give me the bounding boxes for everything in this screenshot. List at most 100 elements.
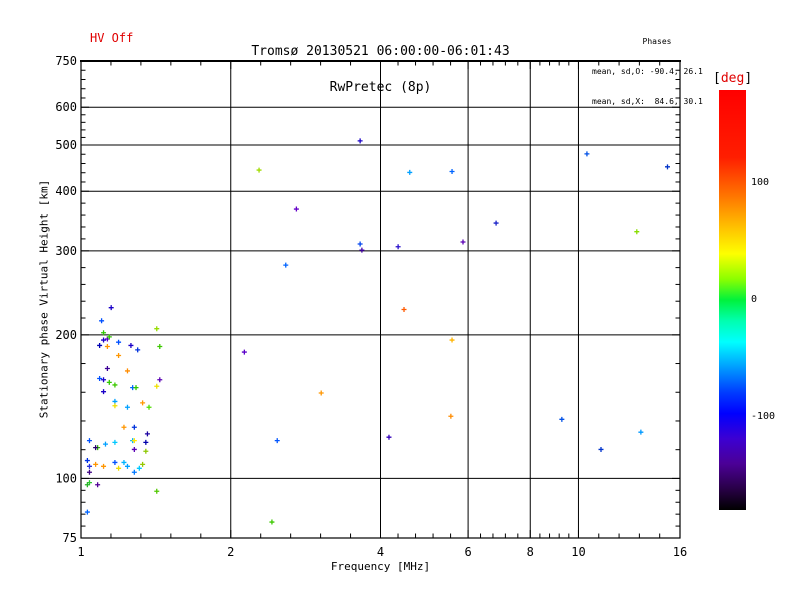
data-point [84,482,90,488]
data-point [407,169,413,175]
data-point [143,448,149,454]
data-point [131,469,137,475]
data-point [121,424,127,430]
data-point [124,463,130,469]
colorbar-tick-label: -100 [751,410,776,422]
data-point [84,458,90,464]
data-point [101,337,107,343]
data-point [106,334,112,340]
data-point [95,482,101,488]
data-point [395,244,401,250]
x-tick-label: 1 [77,545,84,559]
y-tick-label: 400 [55,184,77,198]
data-point [136,465,142,471]
data-point [97,342,103,348]
bracket-left: [ [713,71,721,86]
data-point [112,459,118,465]
tick-labels-layer: 1 2 4 6 8 10 16 75 100 200 300 400 500 600 750 [55,54,687,559]
data-point [664,164,670,170]
data-point [106,379,112,385]
x-tick-label: 4 [377,545,384,559]
data-point [101,330,107,336]
phases-o-stats: mean, sd,O: -90.4, 26.1 [592,67,703,76]
data-point [460,239,466,245]
plot-title-line1: Tromsø 20130521 06:00:00-06:01:43 [251,44,510,59]
data-point [131,446,137,452]
data-point [112,398,118,404]
data-point [357,241,363,247]
data-point [104,365,110,371]
y-tick-label: 75 [63,531,77,545]
colorbar [719,90,746,510]
x-axis-title: Frequency [MHz] [330,560,431,573]
data-point [144,431,150,437]
data-point [101,389,107,395]
data-point [154,488,160,494]
data-point [97,375,103,381]
y-tick-label: 500 [55,138,77,152]
data-point [448,413,454,419]
data-point [584,151,590,157]
data-point [93,461,99,467]
data-point [157,344,163,350]
data-point [135,347,141,353]
hv-status-label: HV Off [90,31,134,45]
data-point [128,342,134,348]
data-point [86,469,92,475]
data-point [140,461,146,467]
data-point [84,509,90,515]
phases-x-stats: mean, sd,X: 84.6, 30.1 [592,97,703,106]
data-point [283,262,289,268]
data-point [293,206,299,212]
data-point [104,344,110,350]
data-point [386,434,392,440]
x-tick-label: 16 [673,545,687,559]
grid-layer [81,61,680,538]
plot-title-line2: RwPretec (8p) [329,80,432,95]
data-point [241,349,247,355]
data-point [634,229,640,235]
data-point [102,441,108,447]
colorbar-tick-label: 100 [751,177,770,189]
data-point [93,445,99,451]
data-point [101,377,107,383]
y-axis-title: Stationary phase Virtual Height [km] [37,179,51,419]
data-point [131,424,137,430]
phases-heading: Phases [642,37,672,46]
y-tick-label: 200 [55,328,77,342]
data-point [269,519,275,525]
data-point [140,400,146,406]
colorbar-tick-label: 0 [751,294,758,305]
data-point [154,326,160,332]
data-point [124,404,130,410]
colorbar-unit-text: deg [720,71,745,86]
data-point [401,306,407,312]
data-point [86,463,92,469]
points-layer [84,138,670,525]
data-point [143,439,149,445]
data-point [449,337,455,343]
bracket-right: ] [744,71,753,86]
data-point [112,439,118,445]
data-point [116,465,122,471]
x-tick-label: 6 [464,545,471,559]
data-point [131,438,137,444]
x-tick-label: 10 [571,545,585,559]
data-point [146,404,152,410]
data-point [116,339,122,345]
data-point [133,385,139,391]
data-point [449,168,455,174]
data-point [108,305,114,311]
data-point [598,446,604,452]
data-point [121,459,127,465]
data-point [493,220,499,226]
data-point [154,383,160,389]
data-point [101,463,107,469]
data-point [116,352,122,358]
phases-summary: Phases mean, sd,O: -90.4, 26.1 mean, sd,… [592,17,722,127]
data-point [112,403,118,409]
data-point [359,247,365,253]
x-tick-label: 8 [527,545,534,559]
